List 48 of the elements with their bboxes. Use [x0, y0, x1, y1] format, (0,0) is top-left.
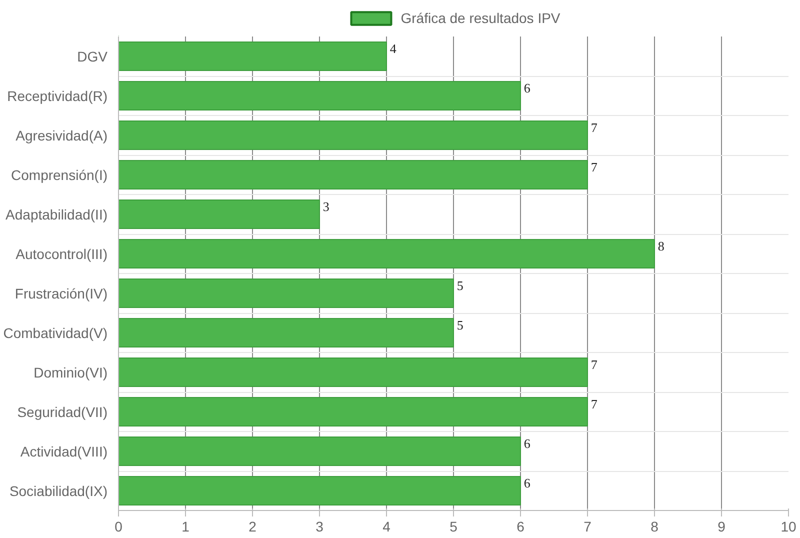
bar	[118, 397, 588, 426]
x-tick-label: 9	[718, 518, 726, 534]
data-label: 7	[590, 159, 598, 174]
bar	[118, 476, 521, 506]
bar	[118, 239, 655, 268]
y-tick-label: Adaptabilidad(II)	[6, 206, 108, 222]
y-tick-label: Comprensión(I)	[11, 166, 108, 183]
data-label: 7	[590, 120, 598, 135]
y-tick-label: Dominio(VI)	[34, 364, 108, 380]
x-tick-label: 0	[114, 518, 123, 534]
y-tick-label: Autocontrol(III)	[16, 246, 108, 262]
x-tick-label: 2	[248, 518, 257, 534]
y-tick-label: Combatividad(V)	[3, 324, 108, 341]
bar	[118, 358, 588, 387]
data-label: 5	[456, 278, 464, 293]
y-tick-label: Agresividad(A)	[16, 127, 108, 144]
bar	[118, 42, 387, 71]
bar	[118, 160, 588, 190]
bar	[118, 318, 454, 348]
y-tick-label: Receptividad(R)	[7, 88, 108, 104]
x-tick-label: 5	[450, 518, 458, 534]
bar	[118, 436, 521, 466]
data-label: 5	[456, 317, 464, 332]
y-tick-label: Frustración(IV)	[14, 285, 108, 302]
x-tick-label: 3	[316, 518, 324, 534]
data-label: 6	[524, 475, 531, 490]
y-tick-label: Sociabilidad(IX)	[9, 482, 108, 499]
x-tick-label: 8	[650, 518, 659, 534]
bar	[118, 200, 320, 229]
data-label: 6	[524, 436, 531, 451]
data-label: 3	[322, 198, 330, 214]
data-label: 4	[390, 40, 397, 56]
data-label: 7	[590, 396, 598, 412]
legend-label: Gráfica de resultados IPV	[400, 10, 560, 26]
y-tick-label: DGV	[77, 48, 108, 64]
bar	[118, 278, 454, 308]
x-tick-label: 7	[584, 518, 592, 534]
x-tick-label: 6	[516, 518, 525, 534]
data-label: 8	[658, 238, 664, 254]
data-label: 6	[524, 80, 531, 96]
x-tick-label: 1	[182, 518, 190, 534]
bar	[118, 81, 521, 110]
x-tick-label: 10	[780, 518, 796, 534]
y-tick-label: Actividad(VIII)	[20, 443, 108, 460]
data-label: 7	[590, 356, 598, 372]
y-tick-label: Seguridad(VII)	[17, 404, 108, 420]
bar	[118, 120, 588, 150]
x-tick-label: 4	[382, 518, 391, 534]
